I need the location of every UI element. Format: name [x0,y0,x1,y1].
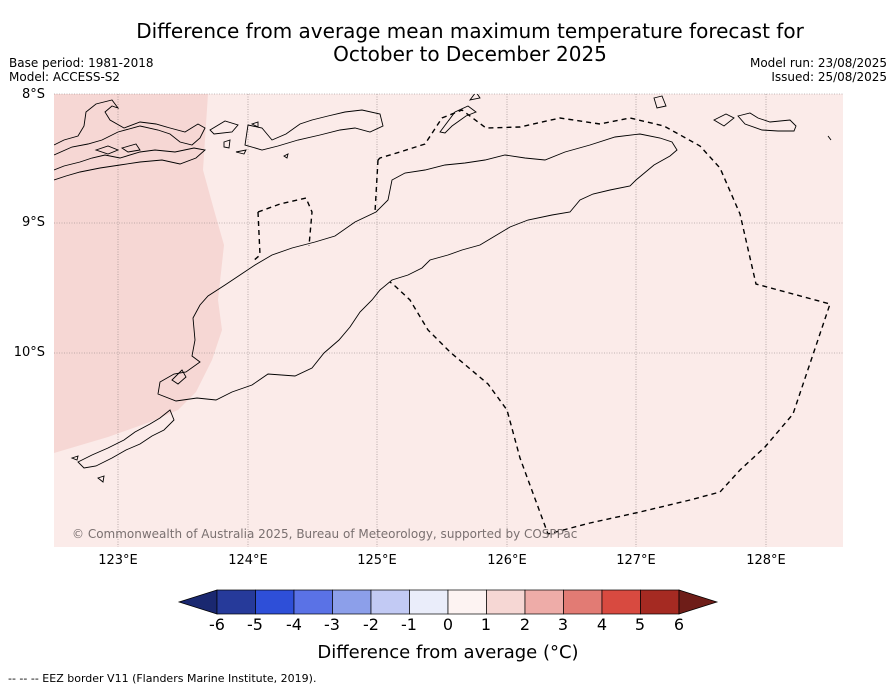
timor-island [157,133,678,402]
colorbar-cell [332,589,372,615]
eez-border [251,109,831,535]
colorbar-label: Difference from average (°C) [317,642,579,663]
colorbar-cell [640,589,680,615]
eez-footnote: -- -- -- EEZ border V11 (Flanders Marine… [8,672,317,685]
lon-label-127e: 127°E [616,553,656,568]
colorbar-tick: -3 [324,615,340,634]
model-run: Model run: 23/08/2025 [749,56,887,70]
colorbar-high-extend [678,589,719,615]
colorbar-tick: 4 [596,615,608,634]
base-period: Base period: 1981-2018 [9,56,154,70]
lon-label-125e: 125°E [357,553,397,568]
zone-warm-high [54,94,224,453]
lat-label-8s: 8°S [21,87,45,102]
colorbar-tick: 2 [519,615,531,634]
colorbar-tick: 6 [673,615,685,634]
colorbar-cell [293,589,333,615]
map-title: Difference from average mean maximum tem… [110,20,830,66]
title-line-1: Difference from average mean maximum tem… [136,19,804,43]
colorbar-tick: -6 [209,615,225,634]
small-island-1 [653,95,667,109]
alor-island [209,120,239,135]
colorbar-tick: -4 [286,615,302,634]
wetar-island [439,105,477,134]
colorbar-tick: 5 [634,615,646,634]
colorbar-cell [524,589,564,615]
lon-label-124e: 124°E [228,553,268,568]
kisar-island [737,112,797,132]
rote-island [77,409,175,469]
colorbar-cell [409,589,449,615]
semau-island [171,369,187,385]
colorbar-cell [563,589,603,615]
pantar-island [244,109,384,151]
title-line-2: October to December 2025 [333,42,607,66]
lon-label-126e: 126°E [487,553,527,568]
colorbar-cell [447,589,487,615]
colorbar-tick: -5 [247,615,263,634]
lat-label-10s: 10°S [13,345,45,360]
lat-label-9s: 9°S [21,215,45,230]
colorbar-cell [255,589,295,615]
colorbar-tick: -1 [401,615,417,634]
flores-island [54,99,206,156]
colorbar-tick: -2 [363,615,379,634]
meta-left: Base period: 1981-2018 Model: ACCESS-S2 [9,56,154,84]
lon-label-123e: 123°E [98,553,138,568]
meta-right: Model run: 23/08/2025 Issued: 25/08/2025 [750,56,887,84]
colorbar-cell [370,589,410,615]
colorbar-cell [601,589,641,615]
issued-date: Issued: 25/08/2025 [771,70,887,84]
colorbar-tick: 3 [557,615,569,634]
lon-label-128e: 128°E [746,553,786,568]
colorbar-cell [216,589,256,615]
leti-island [713,113,735,127]
colorbar-cell [486,589,526,615]
lembata-island [54,147,206,181]
colorbar-low-extend [177,589,218,615]
colorbar-tick: 1 [480,615,492,634]
model-name: Model: ACCESS-S2 [9,70,121,84]
colorbar-tick: 0 [442,615,454,634]
coastlines [54,94,832,483]
colorbar [177,589,719,615]
map-copyright: © Commonwealth of Australia 2025, Bureau… [72,527,577,541]
